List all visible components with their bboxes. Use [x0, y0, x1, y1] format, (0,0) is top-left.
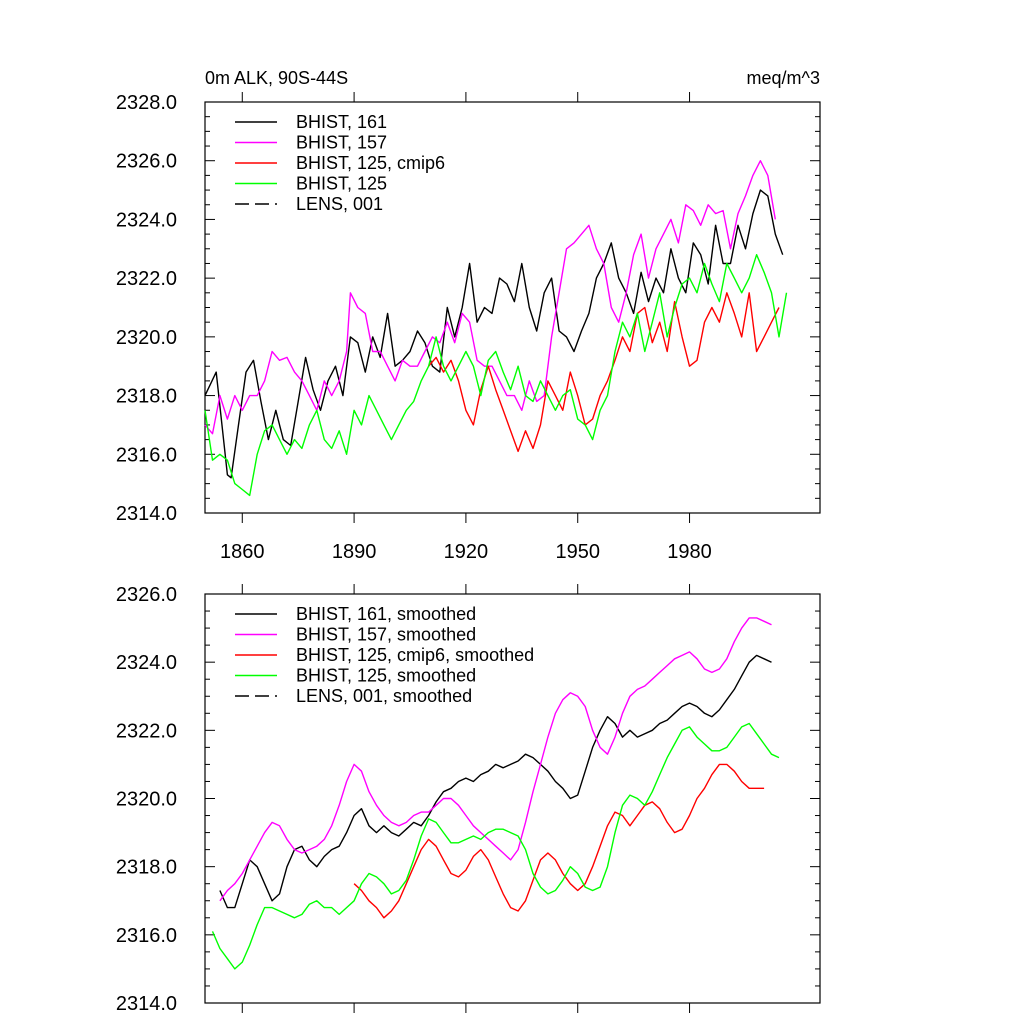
bottom-series-group	[211, 617, 780, 970]
series-line-3	[204, 254, 788, 497]
y-tick-label: 2318.0	[116, 386, 177, 408]
y-tick-label: 2322.0	[116, 720, 177, 742]
bottom-panel: 2314.0 2316.0 2318.0 2320.0 2322.0 2324.0 2326…	[116, 584, 821, 1015]
legend-label-0: BHIST, 161	[296, 112, 387, 132]
x-tick-label: 1950	[555, 541, 600, 563]
series-line-3	[211, 722, 780, 970]
top-panel-units: meq/m^3	[747, 68, 820, 88]
top-panel: 0m ALK, 90S-44S meq/m^3 2314.0 2316.0 2318…	[116, 68, 821, 563]
y-tick-label: 2316.0	[116, 444, 177, 466]
x-tick-label: 1980	[667, 541, 712, 563]
top-panel-title: 0m ALK, 90S-44S	[205, 68, 348, 88]
legend-label-3: BHIST, 125, smoothed	[296, 666, 476, 686]
y-tick-label: 2324.0	[116, 209, 177, 231]
legend-label-1: BHIST, 157, smoothed	[296, 625, 476, 645]
x-tick-label: 1890	[332, 541, 377, 563]
y-tick-label: 2320.0	[116, 789, 177, 811]
legend-label-4: LENS, 001, smoothed	[296, 686, 472, 706]
y-tick-label: 2326.0	[116, 151, 177, 173]
x-tick-label: 1920	[444, 541, 489, 563]
top-axis-ticks: 2314.0 2316.0 2318.0 2320.0 2322.0 2324.0 2326…	[116, 92, 820, 563]
legend-label-2: BHIST, 125, cmip6	[296, 153, 445, 173]
series-line-2	[353, 763, 765, 919]
series-line-1	[219, 617, 772, 902]
legend-label-2: BHIST, 125, cmip6, smoothed	[296, 645, 534, 665]
y-tick-label: 2314.0	[116, 503, 177, 525]
x-tick-label: 1860	[220, 541, 265, 563]
series-line-0	[204, 189, 784, 479]
y-tick-label: 2328.0	[116, 92, 177, 114]
top-series-group	[204, 160, 788, 497]
legend-label-1: BHIST, 157	[296, 133, 387, 153]
bottom-axis-ticks: 2314.0 2316.0 2318.0 2320.0 2322.0 2324.0 2326…	[116, 584, 820, 1015]
y-tick-label: 2316.0	[116, 925, 177, 947]
y-tick-label: 2322.0	[116, 268, 177, 290]
series-line-2	[428, 292, 780, 453]
series-line-0	[219, 654, 772, 909]
legend-label-4: LENS, 001	[296, 194, 383, 214]
y-tick-label: 2314.0	[116, 993, 177, 1015]
y-tick-label: 2318.0	[116, 857, 177, 879]
y-tick-label: 2324.0	[116, 652, 177, 674]
legend-label-3: BHIST, 125	[296, 174, 387, 194]
series-line-1	[204, 160, 776, 435]
y-tick-label: 2320.0	[116, 327, 177, 349]
y-tick-label: 2326.0	[116, 584, 177, 606]
legend-label-0: BHIST, 161, smoothed	[296, 604, 476, 624]
